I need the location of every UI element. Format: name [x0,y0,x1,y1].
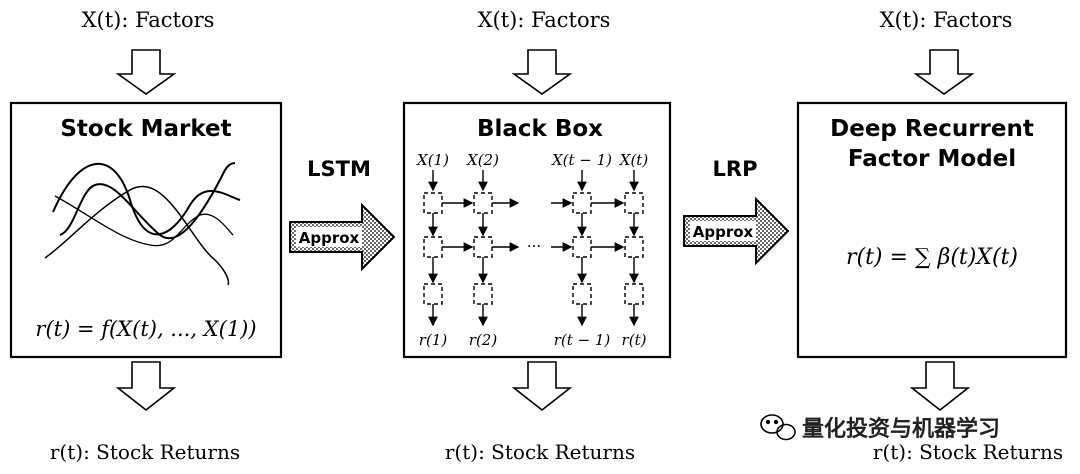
output-label-3: r(t): Stock Returns [873,440,1063,464]
stock-price-curves [44,162,241,286]
panel-stock-market: X(t): Factors Stock Market r(t) = f(X(t)… [9,8,283,464]
watermark: 量化投资与机器学习 [760,414,1000,442]
panel-deep-recurrent-factor-model: X(t): Factors Deep Recurrent Factor Mode… [796,8,1068,464]
rnn-output-label: r(t − 1) [554,331,611,349]
wechat-icon [760,414,796,441]
output-label-2: r(t): Stock Returns [445,440,635,464]
factor-model-formula: r(t) = ∑ β(t)X(t) [846,245,1018,270]
rnn-input-label: X(t) [619,151,649,169]
stock-market-formula: r(t) = f(X(t), ..., X(1)) [35,317,256,341]
rnn-output-label: r(1) [419,331,448,349]
input-label-1: X(t): Factors [82,8,215,32]
rnn-input-label: X(t − 1) [551,151,612,169]
rnn-input-label: X(1) [416,151,449,169]
method-label-lstm: LSTM [307,157,371,181]
rnn-output-label: r(2) [469,331,498,349]
down-arrow-icon [511,49,573,95]
input-label-2: X(t): Factors [478,8,611,32]
output-label-1: r(t): Stock Returns [50,440,240,464]
factor-model-box [796,101,1068,359]
method-label-lrp: LRP [713,157,758,181]
down-arrow-icon [913,49,975,95]
down-arrow-icon [909,361,971,412]
down-arrow-icon [511,361,573,412]
rnn-cell-grid [423,170,644,327]
down-arrow-icon [115,49,177,95]
panel-black-box: X(t): Factors Black Box X(1) X(2) X(t − … [402,8,672,464]
panel-title-black-box: Black Box [477,116,603,142]
panel-title-stock-market: Stock Market [60,116,231,142]
approx-label-1: Approx [299,229,360,247]
panel-title-line-2: Factor Model [848,146,1016,172]
black-box-box [402,101,672,359]
approx-label-2: Approx [693,223,754,241]
connector-lstm: LSTM Approx [289,157,396,272]
rnn-ellipsis: ··· [527,237,541,255]
rnn-output-label: r(t) [622,331,647,349]
down-arrow-icon [115,361,177,412]
connector-lrp: LRP Approx [683,157,790,266]
watermark-text: 量化投资与机器学习 [802,416,1000,442]
input-label-3: X(t): Factors [880,8,1013,32]
panel-title-line-1: Deep Recurrent [830,116,1034,142]
rnn-input-label: X(2) [466,151,499,169]
